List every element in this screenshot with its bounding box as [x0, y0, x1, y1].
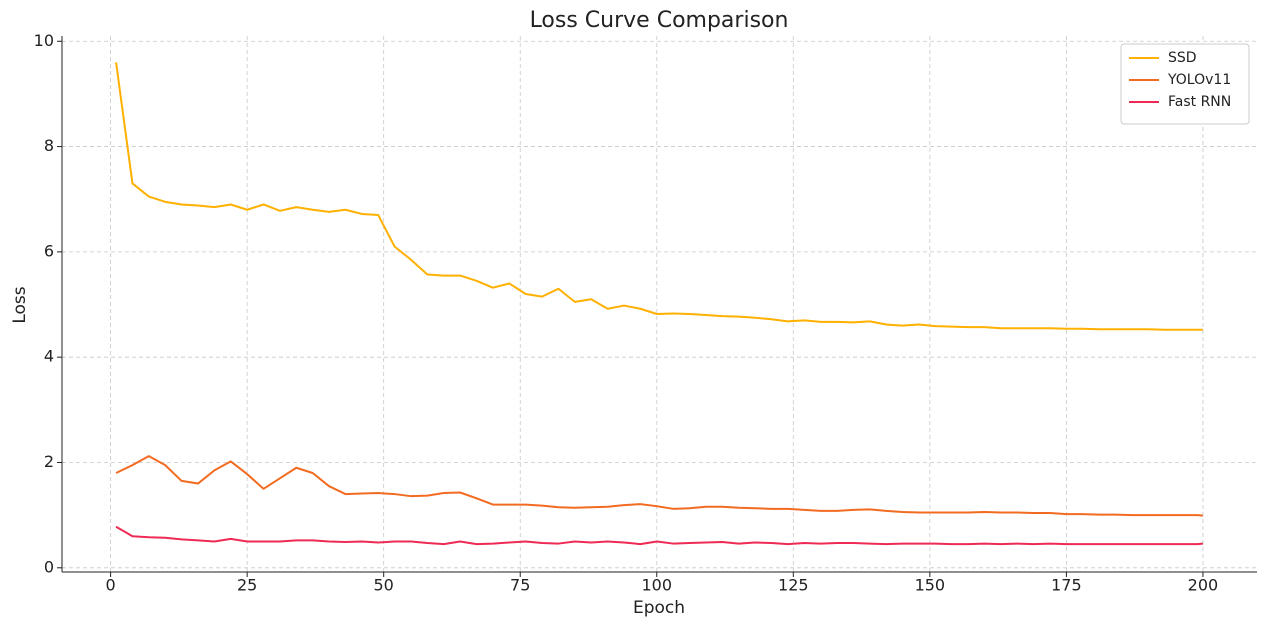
x-tick-label: 25 [237, 576, 257, 595]
y-tick-label: 6 [44, 241, 54, 260]
y-tick-label: 10 [34, 31, 54, 50]
x-tick-label: 0 [106, 576, 116, 595]
legend-label: SSD [1168, 50, 1197, 66]
x-tick-label: 100 [641, 576, 672, 595]
x-tick-label: 150 [915, 576, 946, 595]
x-tick-label: 200 [1188, 576, 1219, 595]
y-tick-label: 0 [44, 557, 54, 576]
y-tick-label: 2 [44, 452, 54, 471]
x-tick-label: 75 [510, 576, 530, 595]
series-line [115, 62, 1203, 331]
y-tick-label: 4 [44, 347, 54, 366]
x-tick-label: 125 [778, 576, 809, 595]
x-tick-label: 50 [374, 576, 394, 595]
x-tick-label: 175 [1051, 576, 1082, 595]
y-axis-label: Loss [10, 286, 30, 323]
x-axis-label: Epoch [633, 598, 685, 618]
chart-title: Loss Curve Comparison [530, 8, 789, 33]
series-line [115, 455, 1204, 517]
legend-label: YOLOv11 [1167, 72, 1231, 88]
legend-box [1120, 43, 1250, 125]
legend-label: Fast RNN [1168, 94, 1231, 110]
y-tick-label: 8 [44, 136, 54, 155]
series-line [115, 525, 1204, 546]
